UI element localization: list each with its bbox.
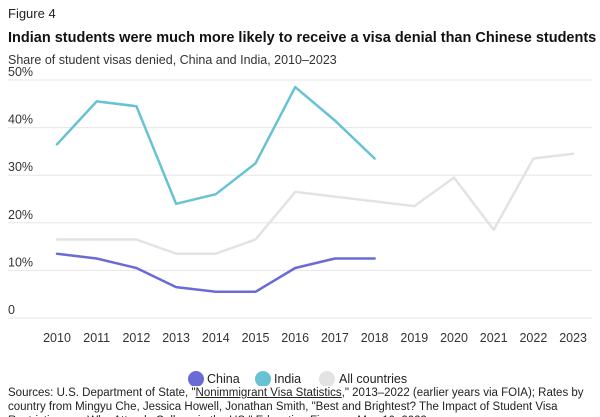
x-tick-label: 2016 <box>281 331 309 345</box>
x-tick-label: 2015 <box>242 331 270 345</box>
sources-text-start: Sources: U.S. Department of State, " <box>8 387 196 399</box>
legend-swatch <box>255 371 271 386</box>
series-line-china <box>55 252 376 294</box>
x-tick-label: 2013 <box>162 331 190 345</box>
y-axis-tick-labels: 0 10% 20% 30% 40% 50% <box>8 65 33 317</box>
y-tick-label: 20% <box>8 208 33 222</box>
series-line-all-countries <box>55 152 575 255</box>
series-lines <box>55 85 575 294</box>
y-tick-label: 10% <box>8 255 33 269</box>
legend-swatch <box>188 371 204 386</box>
series-line-india <box>55 85 376 206</box>
x-tick-label: 2018 <box>361 331 389 345</box>
sources-text-end: ," 2013–2022 (earlier years via FOIA); R… <box>8 387 584 417</box>
gridlines <box>8 79 592 319</box>
x-tick-label: 2017 <box>321 331 349 345</box>
x-axis-tick-labels: 2010 2011 2012 2013 2014 2015 2016 2017 2018 2019… <box>43 331 587 345</box>
x-tick-label: 2014 <box>202 331 230 345</box>
x-tick-label: 2011 <box>83 331 110 345</box>
x-tick-label: 2019 <box>400 331 428 345</box>
x-tick-label: 2022 <box>519 331 547 345</box>
chart-title: Indian students were much more likely to… <box>8 30 597 46</box>
line-chart: 010%20%30%40%50% 2010 2011 2012 2013 2014 201… <box>8 65 592 386</box>
x-tick-label: 2010 <box>43 331 71 345</box>
legend-label: All countries <box>339 372 407 386</box>
y-tick-label: 50% <box>8 65 33 79</box>
figure-label: Figure 4 <box>8 6 56 21</box>
legend-label: India <box>274 372 301 386</box>
legend-label: China <box>207 372 240 386</box>
x-tick-label: 2012 <box>122 331 150 345</box>
y-tick-label: 0 <box>8 303 15 317</box>
x-tick-label: 2020 <box>440 331 468 345</box>
y-tick-label: 30% <box>8 160 33 174</box>
legend: China India All countries <box>188 371 407 386</box>
x-tick-label: 2021 <box>480 331 508 345</box>
sources-link[interactable]: Nonimmigrant Visa Statistics <box>195 387 342 399</box>
y-tick-label: 40% <box>8 113 33 127</box>
sources-note: Sources: U.S. Department of State, "Noni… <box>8 386 592 417</box>
legend-swatch <box>319 371 335 386</box>
chart-subtitle: Share of student visas denied, China and… <box>8 53 337 67</box>
x-tick-label: 2023 <box>559 331 587 345</box>
